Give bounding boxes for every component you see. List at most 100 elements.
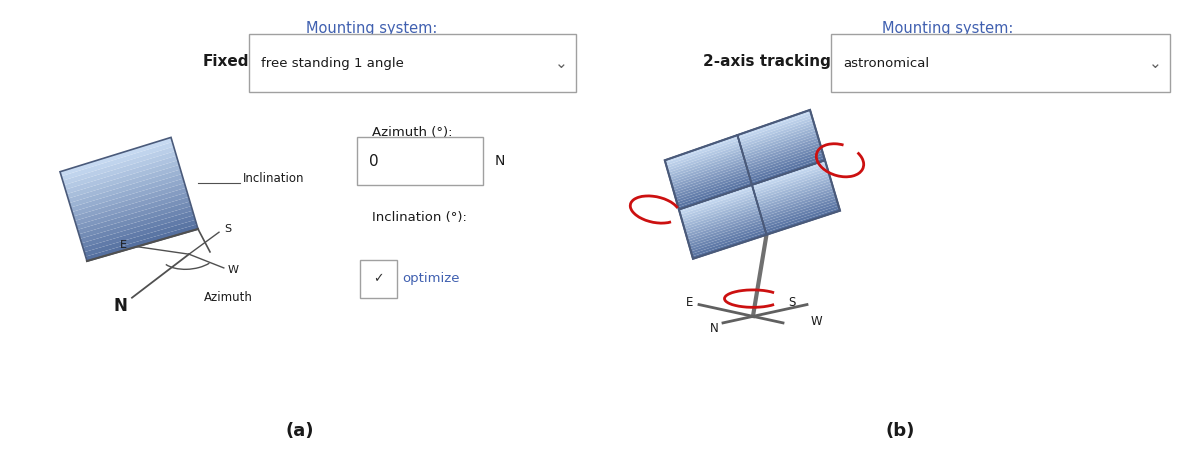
Text: S: S xyxy=(788,296,796,309)
Polygon shape xyxy=(77,192,188,230)
Polygon shape xyxy=(666,137,739,165)
Polygon shape xyxy=(750,155,824,182)
Text: 0: 0 xyxy=(370,154,379,169)
Polygon shape xyxy=(748,145,821,173)
Polygon shape xyxy=(62,147,175,185)
Polygon shape xyxy=(762,193,835,220)
Polygon shape xyxy=(680,190,754,217)
Polygon shape xyxy=(85,224,198,261)
Polygon shape xyxy=(683,197,756,224)
Polygon shape xyxy=(742,122,815,150)
Text: N: N xyxy=(709,322,719,335)
Polygon shape xyxy=(83,215,196,252)
Polygon shape xyxy=(667,142,740,170)
Polygon shape xyxy=(749,147,822,175)
Polygon shape xyxy=(740,120,814,147)
Polygon shape xyxy=(760,185,833,213)
Polygon shape xyxy=(64,151,176,190)
Polygon shape xyxy=(755,170,829,197)
Polygon shape xyxy=(739,115,812,142)
Text: Mounting system:: Mounting system: xyxy=(882,21,1014,36)
Polygon shape xyxy=(71,174,184,212)
Polygon shape xyxy=(691,230,766,256)
Polygon shape xyxy=(756,175,830,202)
Polygon shape xyxy=(671,155,744,182)
Polygon shape xyxy=(74,188,187,225)
Polygon shape xyxy=(691,227,766,254)
Text: astronomical: astronomical xyxy=(842,57,929,70)
Polygon shape xyxy=(754,165,827,192)
Polygon shape xyxy=(82,211,194,248)
Polygon shape xyxy=(763,201,838,227)
FancyBboxPatch shape xyxy=(250,34,576,92)
Polygon shape xyxy=(674,170,749,197)
Polygon shape xyxy=(671,158,745,185)
Polygon shape xyxy=(766,208,840,234)
Text: ✓: ✓ xyxy=(373,272,383,285)
Polygon shape xyxy=(670,153,743,180)
Text: N: N xyxy=(113,297,127,315)
Polygon shape xyxy=(78,197,190,234)
Polygon shape xyxy=(673,165,746,192)
Polygon shape xyxy=(746,143,821,170)
Polygon shape xyxy=(674,168,748,195)
Polygon shape xyxy=(676,175,750,202)
Polygon shape xyxy=(678,182,752,210)
Polygon shape xyxy=(763,198,838,225)
Polygon shape xyxy=(685,207,760,234)
Polygon shape xyxy=(672,160,745,187)
Polygon shape xyxy=(754,168,828,195)
Text: optimize: optimize xyxy=(402,272,460,285)
Polygon shape xyxy=(668,147,742,175)
Polygon shape xyxy=(676,173,749,200)
Polygon shape xyxy=(682,195,756,222)
Text: 2-axis tracking: 2-axis tracking xyxy=(703,55,830,69)
Polygon shape xyxy=(60,137,173,176)
Polygon shape xyxy=(686,210,760,237)
Text: Azimuth: Azimuth xyxy=(204,291,253,304)
Polygon shape xyxy=(66,156,178,194)
Polygon shape xyxy=(752,160,826,187)
Polygon shape xyxy=(750,153,823,180)
Polygon shape xyxy=(80,206,192,243)
Polygon shape xyxy=(683,200,757,227)
Polygon shape xyxy=(686,213,761,239)
Polygon shape xyxy=(751,158,826,185)
Polygon shape xyxy=(689,220,763,246)
Text: Azimuth (°):: Azimuth (°): xyxy=(372,126,452,139)
Polygon shape xyxy=(758,183,833,210)
Polygon shape xyxy=(688,215,762,241)
Polygon shape xyxy=(692,232,767,259)
Polygon shape xyxy=(68,165,180,203)
Polygon shape xyxy=(70,169,182,207)
Polygon shape xyxy=(84,220,197,256)
Polygon shape xyxy=(745,135,818,163)
Polygon shape xyxy=(690,222,763,249)
Polygon shape xyxy=(764,203,839,230)
Text: Inclination: Inclination xyxy=(244,172,305,185)
Polygon shape xyxy=(739,117,814,145)
Polygon shape xyxy=(73,183,186,221)
Polygon shape xyxy=(677,177,750,205)
Text: W: W xyxy=(810,315,822,328)
Polygon shape xyxy=(761,191,835,217)
Polygon shape xyxy=(743,128,816,155)
Text: Inclination (°):: Inclination (°): xyxy=(372,211,467,224)
Text: Fixed: Fixed xyxy=(203,55,250,69)
Polygon shape xyxy=(738,113,811,140)
Polygon shape xyxy=(745,138,818,165)
Text: N: N xyxy=(496,154,505,168)
Text: W: W xyxy=(227,265,239,275)
Polygon shape xyxy=(749,150,823,177)
Polygon shape xyxy=(757,180,832,207)
Polygon shape xyxy=(679,187,754,214)
Polygon shape xyxy=(757,178,830,205)
Polygon shape xyxy=(742,125,815,153)
Polygon shape xyxy=(743,130,817,158)
Text: Mounting system:: Mounting system: xyxy=(306,21,438,36)
FancyBboxPatch shape xyxy=(360,260,397,298)
Polygon shape xyxy=(756,173,829,200)
Text: E: E xyxy=(686,296,694,309)
Polygon shape xyxy=(667,145,742,173)
FancyBboxPatch shape xyxy=(830,34,1170,92)
